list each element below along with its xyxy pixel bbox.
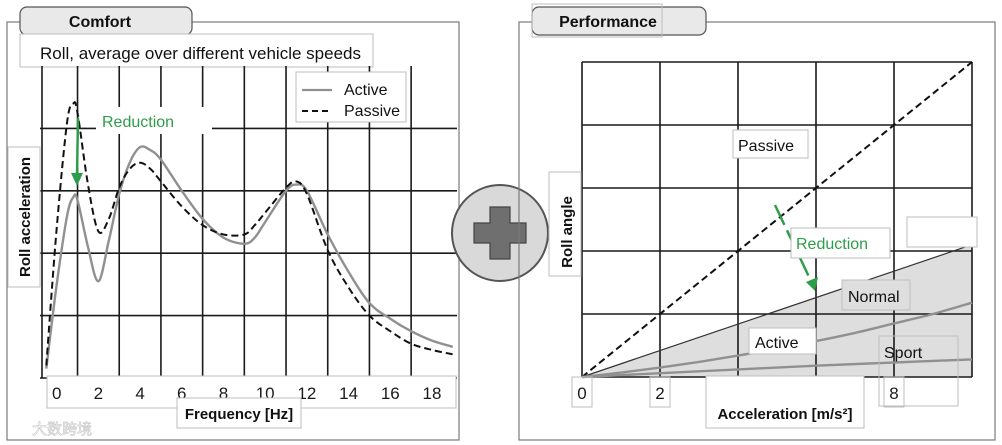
comfort-series [45, 101, 454, 369]
perf-y-axis-title: Roll angle [559, 196, 576, 268]
performance-panel-title: Performance [559, 14, 657, 31]
perf-sport-label-box [878, 335, 959, 407]
performance-title-label-box [531, 3, 663, 38]
comfort-x-tick-label: 16 [381, 384, 400, 403]
comfort-series-line-active [45, 145, 454, 369]
comfort-ylabel-box [7, 146, 41, 288]
performance-panel-frame [518, 21, 996, 441]
perf-passive-label: Passive [738, 138, 794, 155]
comfort-y-axis-title: Roll acceleration [17, 157, 34, 277]
comfort-panel-title: Comfort [69, 14, 132, 31]
comfort-x-tick-label: 18 [423, 384, 442, 403]
comfort-series-line-passive [45, 101, 454, 366]
perf-series-line-active-sport [581, 358, 973, 379]
perf-xlabel-box [705, 375, 865, 429]
legend-label-active: Active [344, 82, 388, 99]
comfort-panel: Comfort Roll, average over different veh… [6, 6, 460, 441]
comfort-x-tick-label: 6 [177, 384, 186, 403]
comfort-reduction-arrow-shaft [75, 117, 80, 177]
plus-icon [473, 206, 527, 260]
perf-sport-label: Sport [884, 345, 923, 362]
perf-ylabel-box [548, 171, 582, 277]
perf-active-label: Active [755, 335, 799, 352]
comfort-subtitle: Roll, average over different vehicle spe… [40, 44, 361, 63]
watermark-text: 大数跨境 [32, 420, 92, 438]
perf-x-tick-box [883, 376, 905, 408]
watermark: 大数跨境 [8, 419, 92, 438]
perf-x-tick-label: 0 [577, 384, 586, 403]
legend-label-passive: Passive [344, 103, 400, 120]
perf-x-axis-title: Acceleration [m/s²] [717, 406, 852, 423]
comfort-x-tick-label: 4 [135, 384, 144, 403]
comfort-x-axis-title: Frequency [Hz] [185, 406, 293, 423]
comfort-x-tick-label: 12 [297, 384, 316, 403]
comfort-reduction-annotation: Reduction [71, 107, 212, 186]
comfort-xlabel-box [176, 397, 302, 429]
comfort-x-tick-label: 2 [94, 384, 103, 403]
perf-x-tick-label: 2 [655, 384, 664, 403]
comfort-reduction-label-box [96, 107, 212, 134]
comfort-legend: Active Passive [295, 71, 407, 123]
perf-active-range-edge [581, 244, 973, 378]
perf-active-label-box [748, 327, 817, 355]
perf-normal-label: Normal [848, 289, 900, 306]
perf-reduction-label-box [790, 227, 891, 259]
perf-reduction-label: Reduction [796, 236, 868, 253]
comfort-x-tick-label: 0 [52, 384, 61, 403]
comfort-legend-box [295, 71, 407, 123]
plus-badge [451, 184, 549, 282]
perf-passive-label-box [732, 129, 809, 159]
perf-upper-blank-box [906, 216, 978, 248]
perf-x-tick-label: 8 [889, 384, 898, 403]
perf-x-tick-box [649, 376, 671, 408]
comfort-x-tick-label: 8 [219, 384, 228, 403]
comfort-x-tick-label: 14 [339, 384, 358, 403]
perf-series-line-passive [581, 61, 973, 378]
comfort-reduction-arrow-head [71, 173, 83, 186]
comfort-reduction-label: Reduction [102, 114, 174, 131]
performance-panel: Performance Passive Reduction Normal Act… [518, 3, 996, 441]
comfort-subtitle-box [19, 33, 374, 68]
perf-reduction-arrow-head [806, 277, 818, 291]
perf-normal-label-box [841, 279, 911, 311]
perf-x-tick-box [571, 376, 593, 408]
watermark-logo-icon [8, 419, 26, 437]
comfort-x-ticks: 0 2 4 6 8 10 12 14 16 18 [52, 384, 441, 403]
